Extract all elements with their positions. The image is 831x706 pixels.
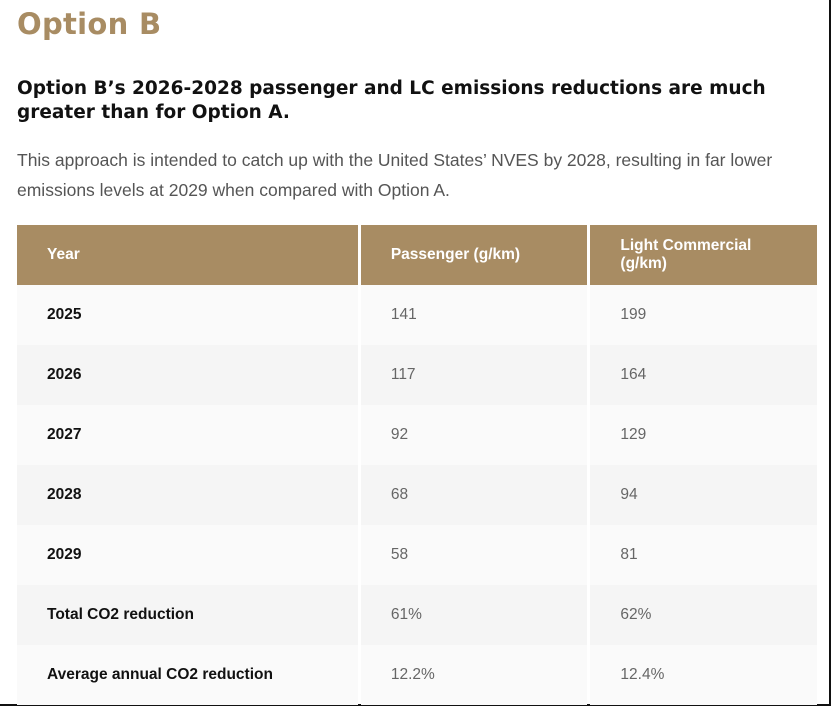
row-label: 2027 (17, 405, 358, 465)
section-intro: This approach is intended to catch up wi… (17, 150, 773, 200)
row-label: Average annual CO2 reduction (17, 645, 358, 705)
light-commercial-value: 94 (590, 465, 817, 525)
emissions-table: Year Passenger (g/km) Light Commercial (… (14, 225, 820, 705)
light-commercial-value: 12.4% (590, 645, 817, 705)
table-row: 2025 141 199 (17, 285, 817, 345)
passenger-value: 58 (360, 525, 588, 585)
row-label: 2026 (17, 345, 358, 405)
row-label: 2029 (17, 525, 358, 585)
table-row: Average annual CO2 reduction 12.2% 12.4% (17, 645, 817, 705)
passenger-value: 141 (360, 285, 588, 345)
column-header-year: Year (17, 225, 358, 285)
light-commercial-value: 62% (590, 585, 817, 645)
table-row: Total CO2 reduction 61% 62% (17, 585, 817, 645)
passenger-value: 61% (360, 585, 588, 645)
table-row: 2026 117 164 (17, 345, 817, 405)
passenger-value: 12.2% (360, 645, 588, 705)
row-label: 2028 (17, 465, 358, 525)
light-commercial-value: 129 (590, 405, 817, 465)
light-commercial-value: 199 (590, 285, 817, 345)
column-header-light-commercial: Light Commercial (g/km) (590, 225, 817, 285)
section-subheading: Option B’s 2026-2028 passenger and LC em… (17, 78, 766, 123)
table-header-row: Year Passenger (g/km) Light Commercial (… (17, 225, 817, 285)
option-b-section: Option B Option B’s 2026-2028 passenger … (17, 0, 817, 705)
light-commercial-value: 81 (590, 525, 817, 585)
passenger-value: 117 (360, 345, 588, 405)
table-row: 2028 68 94 (17, 465, 817, 525)
table-row: 2027 92 129 (17, 405, 817, 465)
column-header-passenger: Passenger (g/km) (360, 225, 588, 285)
row-label: Total CO2 reduction (17, 585, 358, 645)
passenger-value: 92 (360, 405, 588, 465)
section-title: Option B (17, 7, 162, 41)
passenger-value: 68 (360, 465, 588, 525)
light-commercial-value: 164 (590, 345, 817, 405)
table-row: 2029 58 81 (17, 525, 817, 585)
row-label: 2025 (17, 285, 358, 345)
